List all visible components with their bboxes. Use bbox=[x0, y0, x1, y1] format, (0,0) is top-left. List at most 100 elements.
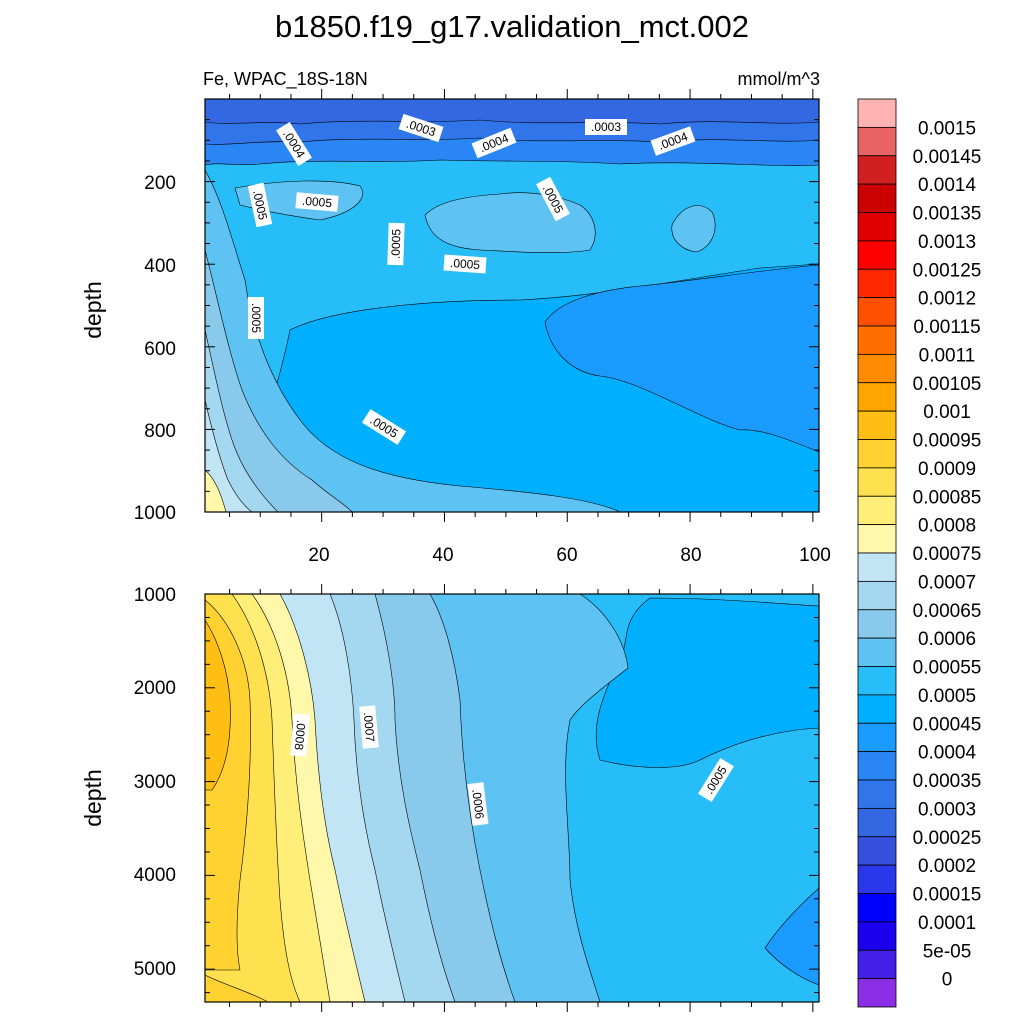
colorbar-box bbox=[857, 524, 897, 554]
colorbar-box bbox=[857, 552, 897, 582]
lower-y-tick-label: 3000 bbox=[134, 772, 176, 793]
lower-axes-frame bbox=[204, 593, 820, 1003]
upper-contour-fill bbox=[205, 99, 819, 512]
colorbar-box bbox=[857, 467, 897, 497]
upper-y-tick-label: 400 bbox=[144, 256, 176, 277]
colorbar-box bbox=[857, 666, 897, 696]
lower-panel: .0008 .0007 .0006 .0005 1000 2000 3000 4… bbox=[80, 584, 820, 1012]
colorbar-box bbox=[857, 637, 897, 667]
upper-contour-label: .0005 bbox=[450, 256, 481, 272]
upper-contour-label-bg bbox=[361, 409, 407, 445]
upper-contour-labels: .0004 .0003 .0004 .0003 .0004 .0005 .000… bbox=[247, 113, 696, 445]
colorbar-label: 5e-05 bbox=[923, 941, 972, 962]
colorbar-label: 0.00105 bbox=[913, 374, 982, 395]
colorbar-label: 0.0001 bbox=[918, 913, 976, 934]
upper-fill-west-00055 bbox=[205, 249, 353, 512]
lower-y-axis-label: depth bbox=[80, 769, 106, 827]
upper-y-tick-label: 800 bbox=[144, 421, 176, 442]
lower-ticks bbox=[205, 584, 819, 1012]
colorbar-label: 0.0006 bbox=[918, 629, 976, 650]
upper-contour-label-bg bbox=[585, 119, 627, 135]
upper-contour-label: .0005 bbox=[249, 303, 263, 333]
colorbar-label: 0.00045 bbox=[913, 714, 982, 735]
lower-contour-label-bg bbox=[290, 713, 310, 757]
upper-contour-label-bg bbox=[471, 127, 517, 159]
lower-fill-east-00045 bbox=[764, 887, 819, 986]
colorbar-box bbox=[857, 694, 897, 724]
colorbar-boxes bbox=[857, 98, 897, 1008]
upper-y-axis-label: depth bbox=[80, 281, 106, 339]
upper-patch-east bbox=[671, 205, 716, 253]
colorbar-label: 0 bbox=[942, 970, 953, 991]
colorbar-label: 0.00075 bbox=[913, 544, 982, 565]
colorbar-box bbox=[857, 836, 897, 866]
upper-contour-label-bg bbox=[276, 121, 312, 167]
colorbar-label: 0.0009 bbox=[918, 459, 976, 480]
colorbar: 0.0015 0.00145 0.0014 0.00135 0.0013 0.00125 0… bbox=[857, 98, 982, 1008]
upper-contour-label: .0005 bbox=[388, 228, 403, 259]
colorbar-label: 0.0008 bbox=[918, 516, 976, 537]
colorbar-label: 0.00135 bbox=[913, 204, 982, 225]
colorbar-box bbox=[857, 268, 897, 299]
upper-contour-label: .0005 bbox=[250, 189, 270, 222]
upper-contour-label: .0005 bbox=[301, 194, 332, 211]
upper-patch-central bbox=[424, 192, 596, 254]
upper-contour-label-bg bbox=[387, 222, 405, 266]
upper-contour-label-bg bbox=[536, 176, 570, 222]
colorbar-box bbox=[857, 921, 897, 951]
upper-fill-surface-00025 bbox=[205, 99, 819, 125]
upper-y-tick-label: 200 bbox=[144, 173, 176, 194]
colorbar-box bbox=[857, 98, 897, 128]
upper-ticks bbox=[205, 89, 819, 522]
units-subtitle: mmol/m^3 bbox=[738, 69, 820, 89]
colorbar-label: 0.0014 bbox=[918, 175, 977, 196]
colorbar-box bbox=[857, 183, 897, 213]
colorbar-box bbox=[857, 353, 897, 384]
upper-contour-label-bg bbox=[398, 113, 444, 143]
colorbar-label: 0.0007 bbox=[918, 572, 976, 593]
colorbar-label: 0.0005 bbox=[918, 686, 976, 707]
colorbar-box bbox=[857, 864, 897, 894]
colorbar-box bbox=[857, 751, 897, 781]
colorbar-box bbox=[857, 580, 897, 611]
colorbar-box bbox=[857, 779, 897, 809]
colorbar-label: 0.00015 bbox=[913, 885, 982, 906]
x-tick-label: 80 bbox=[680, 545, 701, 566]
upper-fill-west-00065 bbox=[205, 399, 253, 512]
colorbar-box bbox=[857, 212, 897, 242]
upper-panel: .0004 .0003 .0004 .0003 .0004 .0005 .000… bbox=[80, 89, 831, 566]
x-tick-label: 100 bbox=[799, 545, 831, 566]
lower-contour-label: .0007 bbox=[361, 711, 378, 742]
lower-contour-labels: .0008 .0007 .0006 .0005 bbox=[290, 705, 734, 826]
colorbar-label: 0.0012 bbox=[918, 289, 976, 310]
colorbar-label: 0.0011 bbox=[919, 345, 976, 366]
chart-title: b1850.f19_g17.validation_mct.002 bbox=[275, 9, 749, 44]
colorbar-box bbox=[857, 240, 897, 270]
colorbar-box bbox=[857, 807, 897, 838]
lower-y-tick-label: 4000 bbox=[134, 865, 176, 886]
x-tick-label: 60 bbox=[556, 545, 577, 566]
lower-y-tick-label: 1000 bbox=[134, 585, 176, 606]
lower-fill-00095 bbox=[205, 619, 231, 791]
lower-contour-label: .0008 bbox=[292, 719, 309, 750]
upper-contour-label-bg bbox=[248, 297, 264, 339]
lower-contour-fill bbox=[205, 594, 819, 1002]
colorbar-label: 0.0003 bbox=[918, 799, 976, 820]
colorbar-label: 0.001 bbox=[923, 402, 971, 423]
colorbar-box bbox=[857, 722, 897, 753]
upper-contour-label-bg bbox=[650, 126, 696, 156]
left-subtitle: Fe, WPAC_18S-18N bbox=[203, 69, 368, 90]
colorbar-label: 0.00035 bbox=[913, 771, 982, 792]
x-tick-label: 40 bbox=[432, 545, 453, 566]
upper-y-tick-label: 600 bbox=[144, 339, 176, 360]
colorbar-label: 0.0002 bbox=[918, 856, 976, 877]
colorbar-label: 0.0004 bbox=[918, 743, 977, 764]
lower-y-tick-label: 2000 bbox=[134, 678, 176, 699]
lower-contour-label-bg bbox=[467, 782, 489, 826]
upper-fill-core-0004 bbox=[544, 264, 819, 453]
colorbar-box bbox=[857, 155, 897, 185]
colorbar-label: 0.00125 bbox=[913, 260, 982, 281]
colorbar-box bbox=[857, 893, 897, 923]
upper-contour-label-bg bbox=[295, 192, 339, 212]
